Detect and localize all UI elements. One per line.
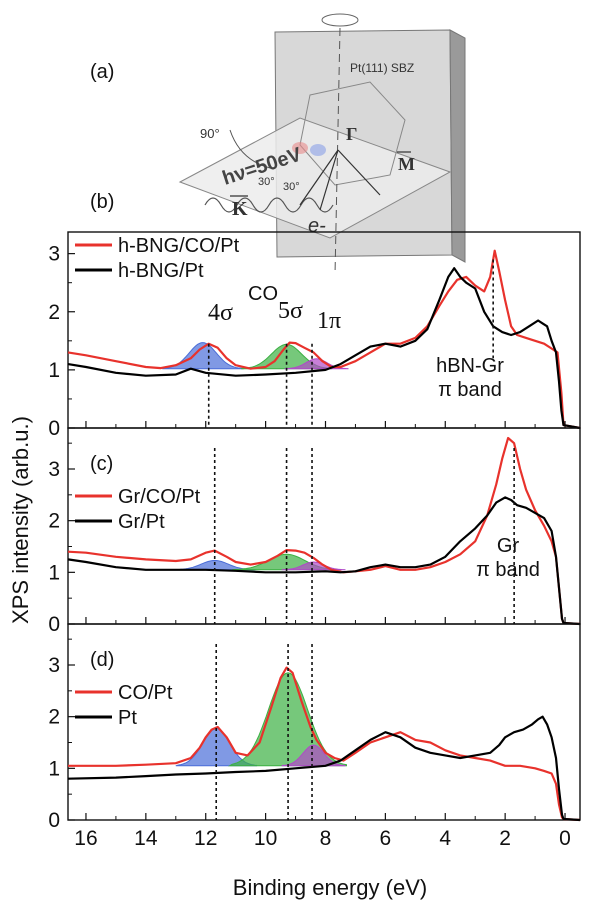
angle-2-label: 30° <box>283 181 300 193</box>
y-tick-label: 2 <box>48 510 60 533</box>
x-tick-label: 10 <box>254 827 277 850</box>
band-label-2: π band <box>438 379 502 401</box>
band-label: hBN-Gr <box>436 355 504 377</box>
panel-label: (d) <box>90 649 114 671</box>
x-axis-title: Binding energy (eV) <box>233 875 427 900</box>
horizontal-plane <box>178 117 452 239</box>
y-tick-label: 0 <box>48 613 60 636</box>
geometry-inset: (a) 90° hν=50eV Pt(111) SBZ Γ M K 30° 30… <box>90 13 466 276</box>
co-label: CO <box>248 283 278 305</box>
series-line-black <box>67 715 581 822</box>
y-tick-label: 1 <box>48 359 60 382</box>
band-label-2: π band <box>476 559 540 581</box>
emission-arrow-2 <box>319 149 339 211</box>
panel-label: (c) <box>90 453 113 475</box>
emission-arrow-3 <box>337 149 381 196</box>
series-line-red <box>67 436 581 626</box>
x-tick-label: 2 <box>499 827 511 850</box>
legend-label: Gr/Pt <box>118 511 165 533</box>
legend-label: h-BNG/CO/Pt <box>118 235 240 257</box>
electron-label: e- <box>308 215 326 237</box>
x-tick-label: 4 <box>439 827 451 850</box>
polarization-blue <box>310 144 326 156</box>
panel-frame <box>67 623 581 821</box>
m-point-label: M <box>398 154 415 174</box>
peak-4sigma-label: 4σ <box>208 300 233 326</box>
x-tick-label: 6 <box>380 827 392 850</box>
band-label: Gr <box>497 535 520 557</box>
y-tick-label: 3 <box>48 654 60 677</box>
peak-1pi-label: 1π <box>317 308 341 334</box>
polarization-red <box>292 142 308 154</box>
x-tick-label: 0 <box>559 827 571 850</box>
panel-c: 0 1 2 3 (c)Gr/CO/Pt Gr/Pt Grπ band <box>48 427 581 636</box>
panel-label: (b) <box>90 191 114 213</box>
legend-label: Gr/CO/Pt <box>118 486 201 508</box>
sbz-label: Pt(111) SBZ <box>350 61 414 75</box>
y-tick-label: 3 <box>48 458 60 481</box>
rotation-arrow-icon <box>321 13 359 27</box>
y-tick-label: 1 <box>48 757 60 780</box>
angle-1-label: 30° <box>258 176 275 188</box>
emission-arrow <box>299 149 339 206</box>
gamma-point-label: Γ <box>346 124 357 144</box>
series-line-red <box>67 249 581 430</box>
peak-5sigma-label: 5σ <box>278 298 303 324</box>
x-tick-label: 16 <box>74 827 97 850</box>
y-tick-label: 0 <box>48 417 60 440</box>
y-tick-label: 0 <box>48 809 60 832</box>
y-tick-label: 2 <box>48 706 60 729</box>
legend-label: CO/Pt <box>118 682 173 704</box>
y-axis-title: XPS intensity (arb.u.) <box>8 416 33 624</box>
series-line-black <box>67 496 581 626</box>
legend-label: h-BNG/Pt <box>118 260 204 282</box>
inset-label: (a) <box>90 61 114 83</box>
legend-label: Pt <box>118 707 137 729</box>
y-tick-label: 1 <box>48 561 60 584</box>
right-angle-label: 90° <box>200 126 220 141</box>
panel-d: 0 1 2 3 (d)CO/Pt Pt <box>48 623 581 832</box>
x-tick-label: 8 <box>320 827 332 850</box>
series-line-black <box>67 267 581 430</box>
series-line-red <box>68 666 581 822</box>
x-tick-label: 12 <box>194 827 217 850</box>
x-tick-label: 14 <box>134 827 158 850</box>
photon-wave <box>204 197 334 213</box>
vertical-plane-edge <box>449 29 466 263</box>
y-tick-label: 3 <box>48 243 60 266</box>
y-tick-label: 2 <box>48 301 60 324</box>
right-angle-arc <box>229 129 271 169</box>
k-point-label: K <box>232 198 248 220</box>
